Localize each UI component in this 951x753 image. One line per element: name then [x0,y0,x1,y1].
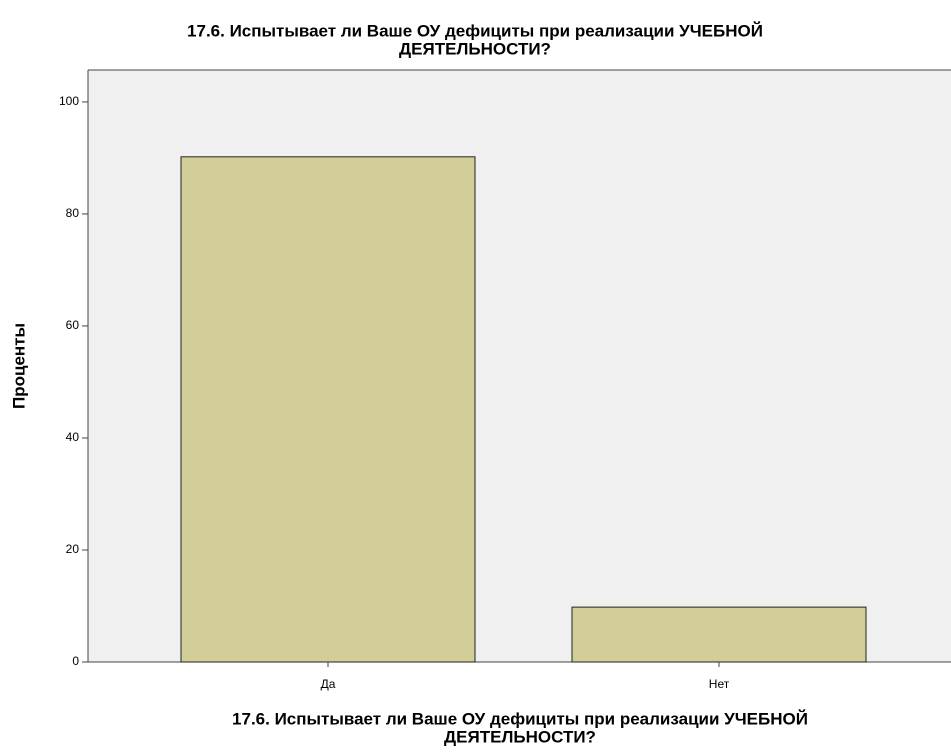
y-tick-label: 0 [72,654,79,668]
y-tick-label: 80 [66,206,80,220]
y-tick-label: 100 [59,94,79,108]
x-tick-label: Да [321,677,336,691]
y-tick-label: 40 [66,430,80,444]
chart-title: 17.6. Испытывает ли Ваше ОУ дефициты при… [187,21,763,40]
y-axis-label: Проценты [9,323,28,409]
x-axis-label: ДЕЯТЕЛЬНОСТИ? [444,727,596,746]
bar [571,606,867,663]
x-axis-label: 17.6. Испытывает ли Ваше ОУ дефициты при… [232,709,808,728]
chart-title: ДЕЯТЕЛЬНОСТИ? [399,39,551,58]
bar [180,156,476,663]
y-tick-label: 60 [66,318,80,332]
x-tick-label: Нет [709,677,730,691]
y-tick-label: 20 [66,542,80,556]
